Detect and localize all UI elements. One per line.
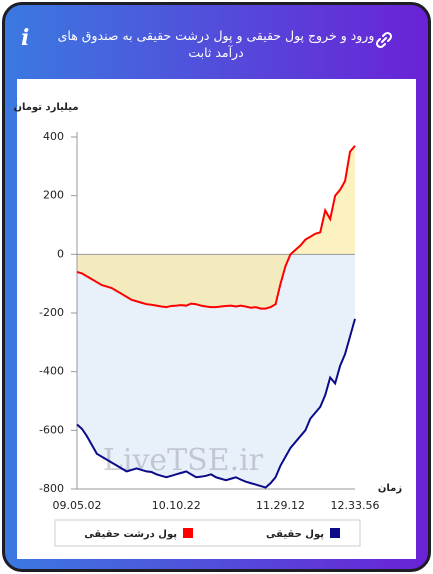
area [77, 145, 355, 309]
x-tick-label: 12.33.56 [331, 499, 380, 512]
series-line [76, 318, 356, 489]
y-tick-label: -200 [39, 306, 64, 319]
legend-swatch [330, 528, 340, 538]
x-tick-label: 09.05.02 [53, 499, 102, 512]
y-tick-label: -400 [39, 365, 64, 378]
y-tick-label: 0 [57, 247, 64, 260]
x-tick-label: 10.10.22 [152, 499, 201, 512]
info-icon[interactable]: i [21, 25, 30, 51]
legend-box [54, 519, 361, 547]
legend-label: پول حقیقی [266, 529, 324, 540]
area [77, 254, 355, 488]
series-line [76, 145, 356, 310]
legend-label: پول درشت حقیقی [84, 529, 177, 540]
y-axis-label: میلیارد تومان [13, 102, 78, 113]
header: i ورود و خروج پول حقیقی و پول درشت حقیقی… [5, 5, 428, 79]
x-tick-label: 11.29.12 [256, 499, 305, 512]
y-tick-label: -600 [39, 423, 64, 436]
y-tick-label: 200 [43, 189, 64, 202]
legend-swatch [183, 528, 193, 538]
x-axis-label: زمان [378, 483, 402, 494]
link-icon[interactable] [375, 31, 393, 49]
y-tick-label: 400 [43, 130, 64, 143]
header-title: ورود و خروج پول حقیقی و پول درشت حقیقی ب… [57, 28, 375, 60]
y-tick-label: -800 [39, 482, 64, 495]
